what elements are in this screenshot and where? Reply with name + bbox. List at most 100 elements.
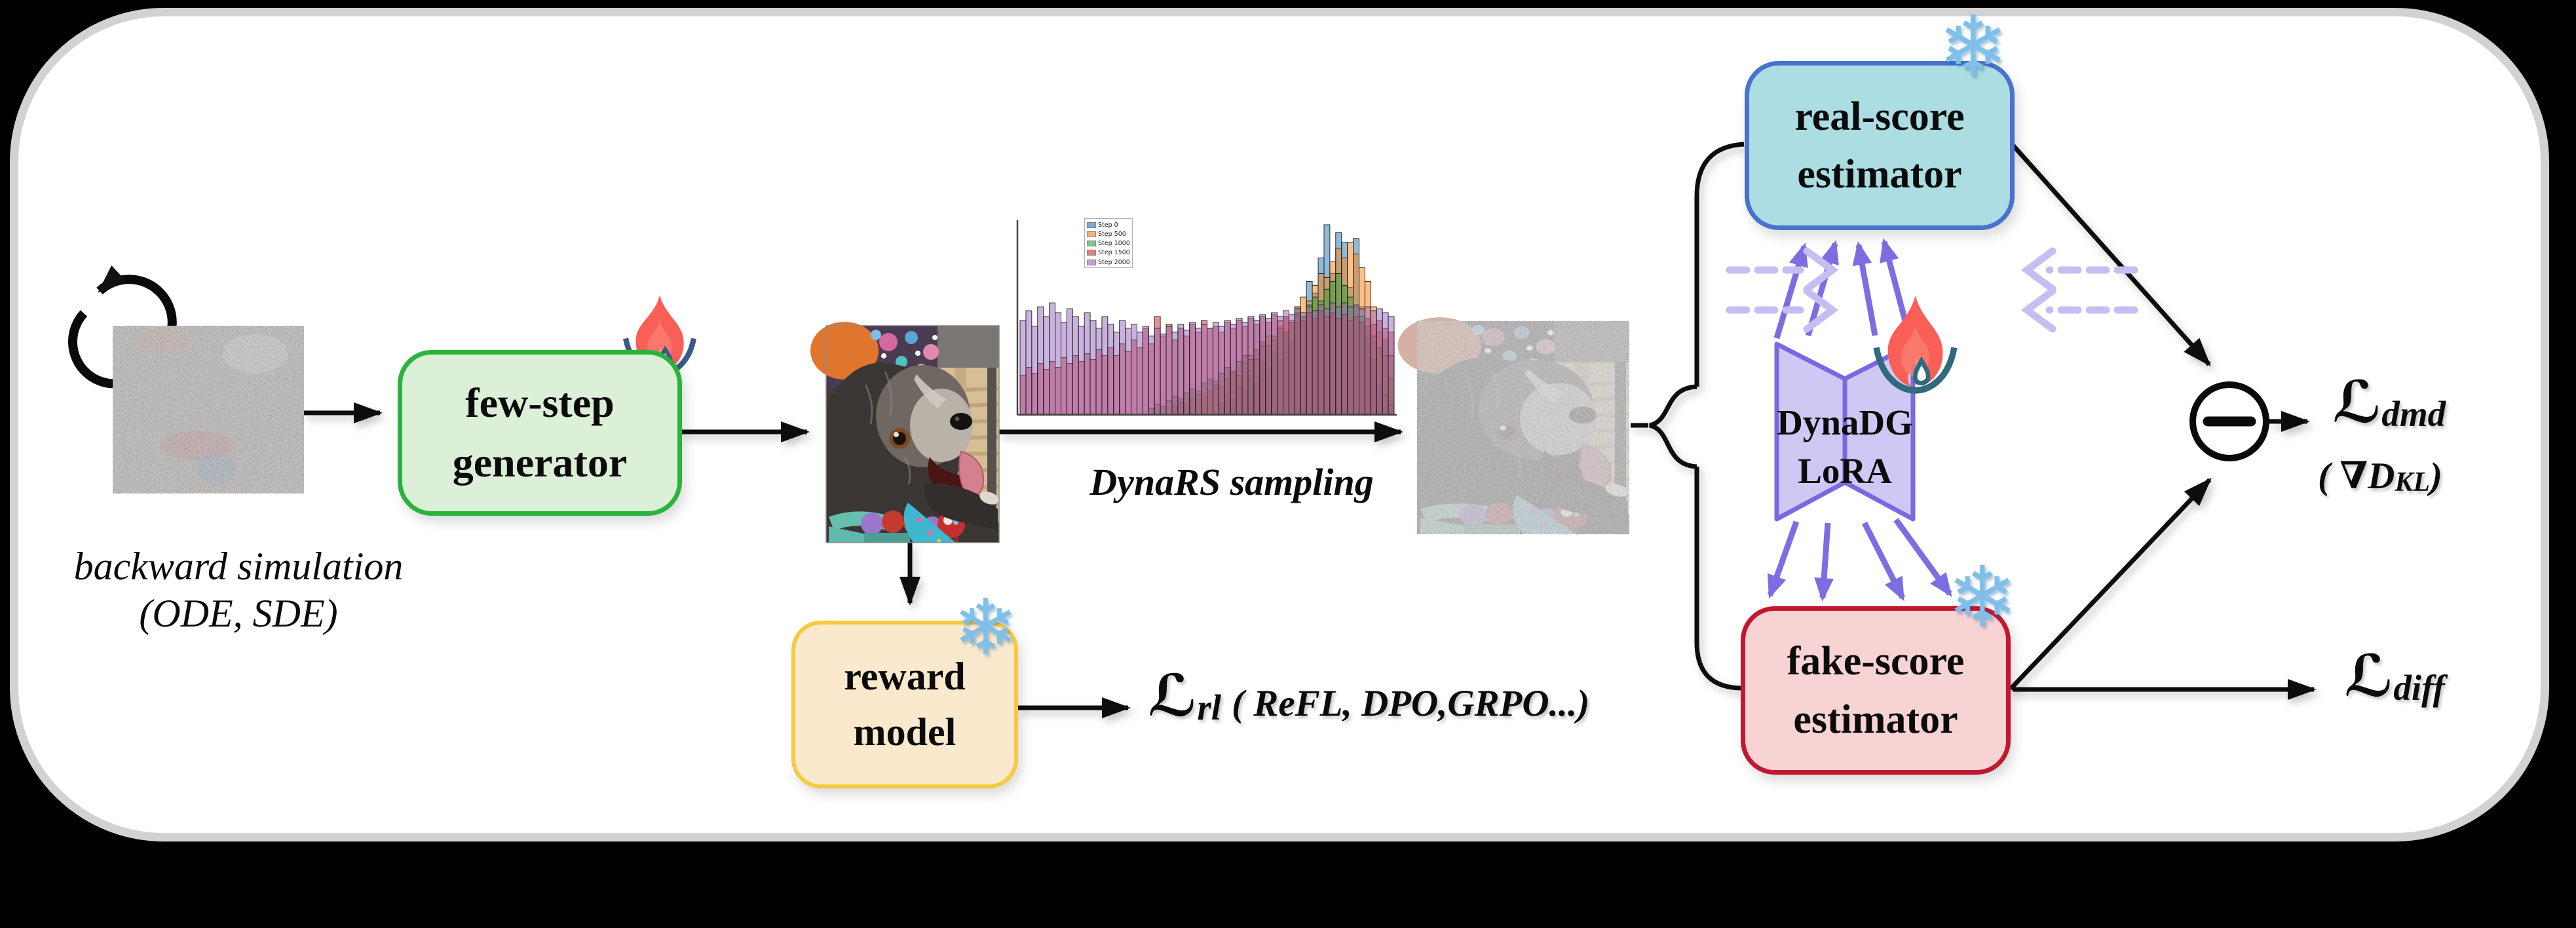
node-label: real-score (1794, 94, 1965, 139)
histogram-legend: Step 0 Step 500 Step 1000 Step 1500 Step 200… (1084, 218, 1133, 268)
histogram-bar (1370, 310, 1377, 415)
legend-item: Step 0 (1087, 221, 1131, 229)
histogram-bar (1142, 326, 1149, 415)
loss-script-L: ℒ (1148, 662, 1198, 729)
histogram-bar (1341, 302, 1348, 415)
histogram-bar (1265, 318, 1272, 415)
node-label: estimator (1797, 152, 1962, 197)
legend-item: Step 1000 (1087, 240, 1131, 248)
loss-note: ) (2429, 455, 2442, 497)
histogram-chart (1016, 220, 1397, 416)
histogram-bar (1049, 302, 1055, 415)
histogram-bar (1288, 314, 1295, 415)
histogram-bar (1306, 306, 1313, 415)
histogram-bar (1072, 316, 1079, 415)
histogram-bar (1353, 304, 1359, 415)
histogram-bar (1025, 310, 1032, 415)
histogram-bar (1230, 324, 1237, 415)
dynars-sampling-label: DynaRS sampling (1048, 460, 1415, 504)
histogram-bar (1165, 326, 1173, 415)
legend-label: Step 1000 (1098, 240, 1130, 247)
loss-note-subscript: KL (2395, 467, 2430, 497)
histogram-bar (1259, 314, 1266, 415)
histogram-bar (1236, 318, 1243, 415)
loss-subscript: rl (1197, 687, 1222, 727)
node-label: LoRA (1798, 451, 1892, 492)
connectors (304, 142, 2317, 718)
histogram-bar (1317, 304, 1325, 415)
node-label: generator (452, 438, 628, 486)
node-label: estimator (1793, 697, 1958, 742)
node-label: few-step (465, 379, 615, 426)
histogram-bar (1359, 308, 1365, 415)
histogram-bar (1148, 336, 1155, 415)
legend-swatch (1087, 231, 1096, 237)
histogram-bar (1113, 332, 1120, 415)
histogram-bar (1347, 306, 1354, 415)
histogram-bar (1195, 328, 1202, 415)
noise-image (113, 326, 304, 493)
loss-note: ( ReFL, DPO,GRPO...) (1232, 683, 1590, 724)
histogram-bar (1060, 322, 1067, 415)
histogram-bar (1247, 316, 1255, 415)
histogram-bar (1031, 326, 1038, 415)
histogram-bar (1376, 308, 1383, 415)
few-step-generator-node: few-step generator (398, 350, 682, 516)
histogram-bar (1183, 330, 1190, 415)
snowflake-icon: ❄ (1947, 549, 2018, 646)
histogram-bar (1125, 328, 1131, 415)
histogram-bar (1095, 328, 1103, 415)
loss-script-L: ℒ (2332, 368, 2382, 436)
histogram-bar (1207, 328, 1213, 415)
histogram-bar (1294, 308, 1301, 415)
loss-subscript: dmd (2381, 394, 2446, 434)
snowflake-icon: ❄ (1938, 0, 2009, 96)
histogram-bar (1283, 310, 1289, 415)
histogram-bar (1212, 322, 1219, 415)
lora-node-label: DynaDG LoRA (1776, 398, 1914, 496)
node-label: model (853, 710, 957, 754)
histogram-bar (1312, 310, 1319, 415)
legend-swatch (1087, 259, 1096, 265)
histogram-bar (1107, 324, 1114, 415)
loss-script-L: ℒ (2344, 642, 2394, 710)
node-label: DynaDG (1777, 402, 1913, 442)
histogram-bar (1218, 326, 1225, 415)
legend-swatch (1087, 241, 1096, 246)
minus-node (2189, 381, 2269, 461)
histogram-bar (1037, 306, 1044, 415)
histogram-bar (1335, 306, 1342, 415)
histogram-bar (1101, 316, 1108, 415)
legend-item: Step 500 (1087, 230, 1131, 238)
annotation-line: (ODE, SDE) (139, 592, 338, 635)
histogram-bar (1382, 312, 1389, 415)
annotation-line: DynaRS sampling (1089, 461, 1374, 503)
histogram-bar (1201, 324, 1207, 415)
noisy-dog-image (1398, 317, 1631, 534)
histogram-bar (1224, 320, 1231, 415)
annotation-line: backward simulation (73, 545, 404, 588)
histogram-bar (1271, 312, 1278, 415)
histogram-bar (1329, 302, 1336, 415)
histogram-bar (1177, 324, 1184, 415)
histogram-bar (1253, 320, 1260, 415)
histogram-bar (1055, 312, 1061, 415)
histogram-bar (1171, 332, 1179, 415)
histogram-bar (1019, 320, 1027, 415)
loss-subscript: diff (2393, 668, 2445, 708)
histogram-bar (1089, 320, 1097, 415)
histogram-bar (1119, 320, 1126, 415)
node-label: fake-score (1787, 639, 1965, 684)
real-score-estimator-node: real-score estimator (1745, 61, 2015, 230)
legend-item: Step 2000 (1087, 258, 1131, 266)
dashed-guidance-arrows (1726, 247, 2138, 333)
legend-label: Step 0 (1098, 221, 1118, 229)
legend-label: Step 2000 (1098, 258, 1130, 266)
histogram-bar (1364, 306, 1371, 415)
histogram-bar (1136, 332, 1143, 415)
split-line-bottom (1694, 467, 1743, 691)
